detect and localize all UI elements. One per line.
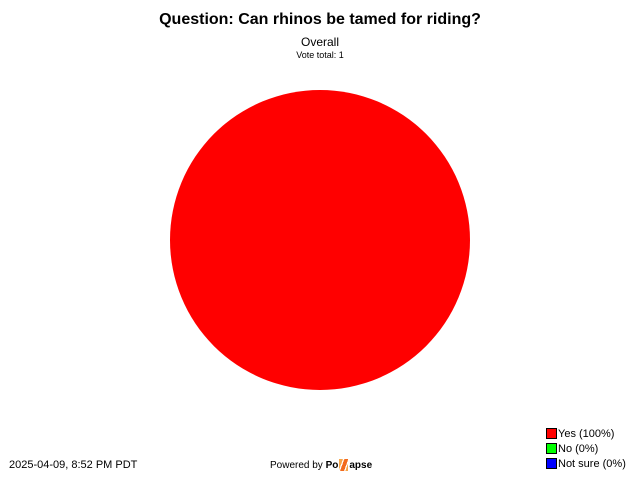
chart-title: Question: Can rhinos be tamed for riding… (159, 11, 481, 28)
timestamp: 2025-04-09, 8:52 PM PDT (9, 459, 138, 471)
legend-swatch (546, 458, 557, 469)
powered-by: Powered by Po apse (270, 459, 372, 471)
legend-label: No (0%) (558, 442, 599, 455)
logo-text-right: apse (349, 459, 373, 471)
pie-slice-yes (170, 90, 470, 390)
powered-by-text: Powered by (270, 459, 323, 471)
chart-subtitle: Overall (300, 35, 339, 49)
vote-total: Vote total: 1 (296, 50, 344, 60)
legend: Yes (100%) No (0%) Not sure (0%) (546, 426, 626, 471)
legend-item: Not sure (0%) (546, 456, 626, 471)
legend-label: Not sure (0%) (558, 457, 626, 470)
legend-item: Yes (100%) (546, 426, 626, 441)
logo-text-left: Po (325, 459, 339, 471)
logo-icon (339, 459, 349, 471)
legend-item: No (0%) (546, 441, 626, 456)
legend-label: Yes (100%) (558, 427, 615, 440)
legend-swatch (546, 443, 557, 454)
legend-swatch (546, 428, 557, 439)
